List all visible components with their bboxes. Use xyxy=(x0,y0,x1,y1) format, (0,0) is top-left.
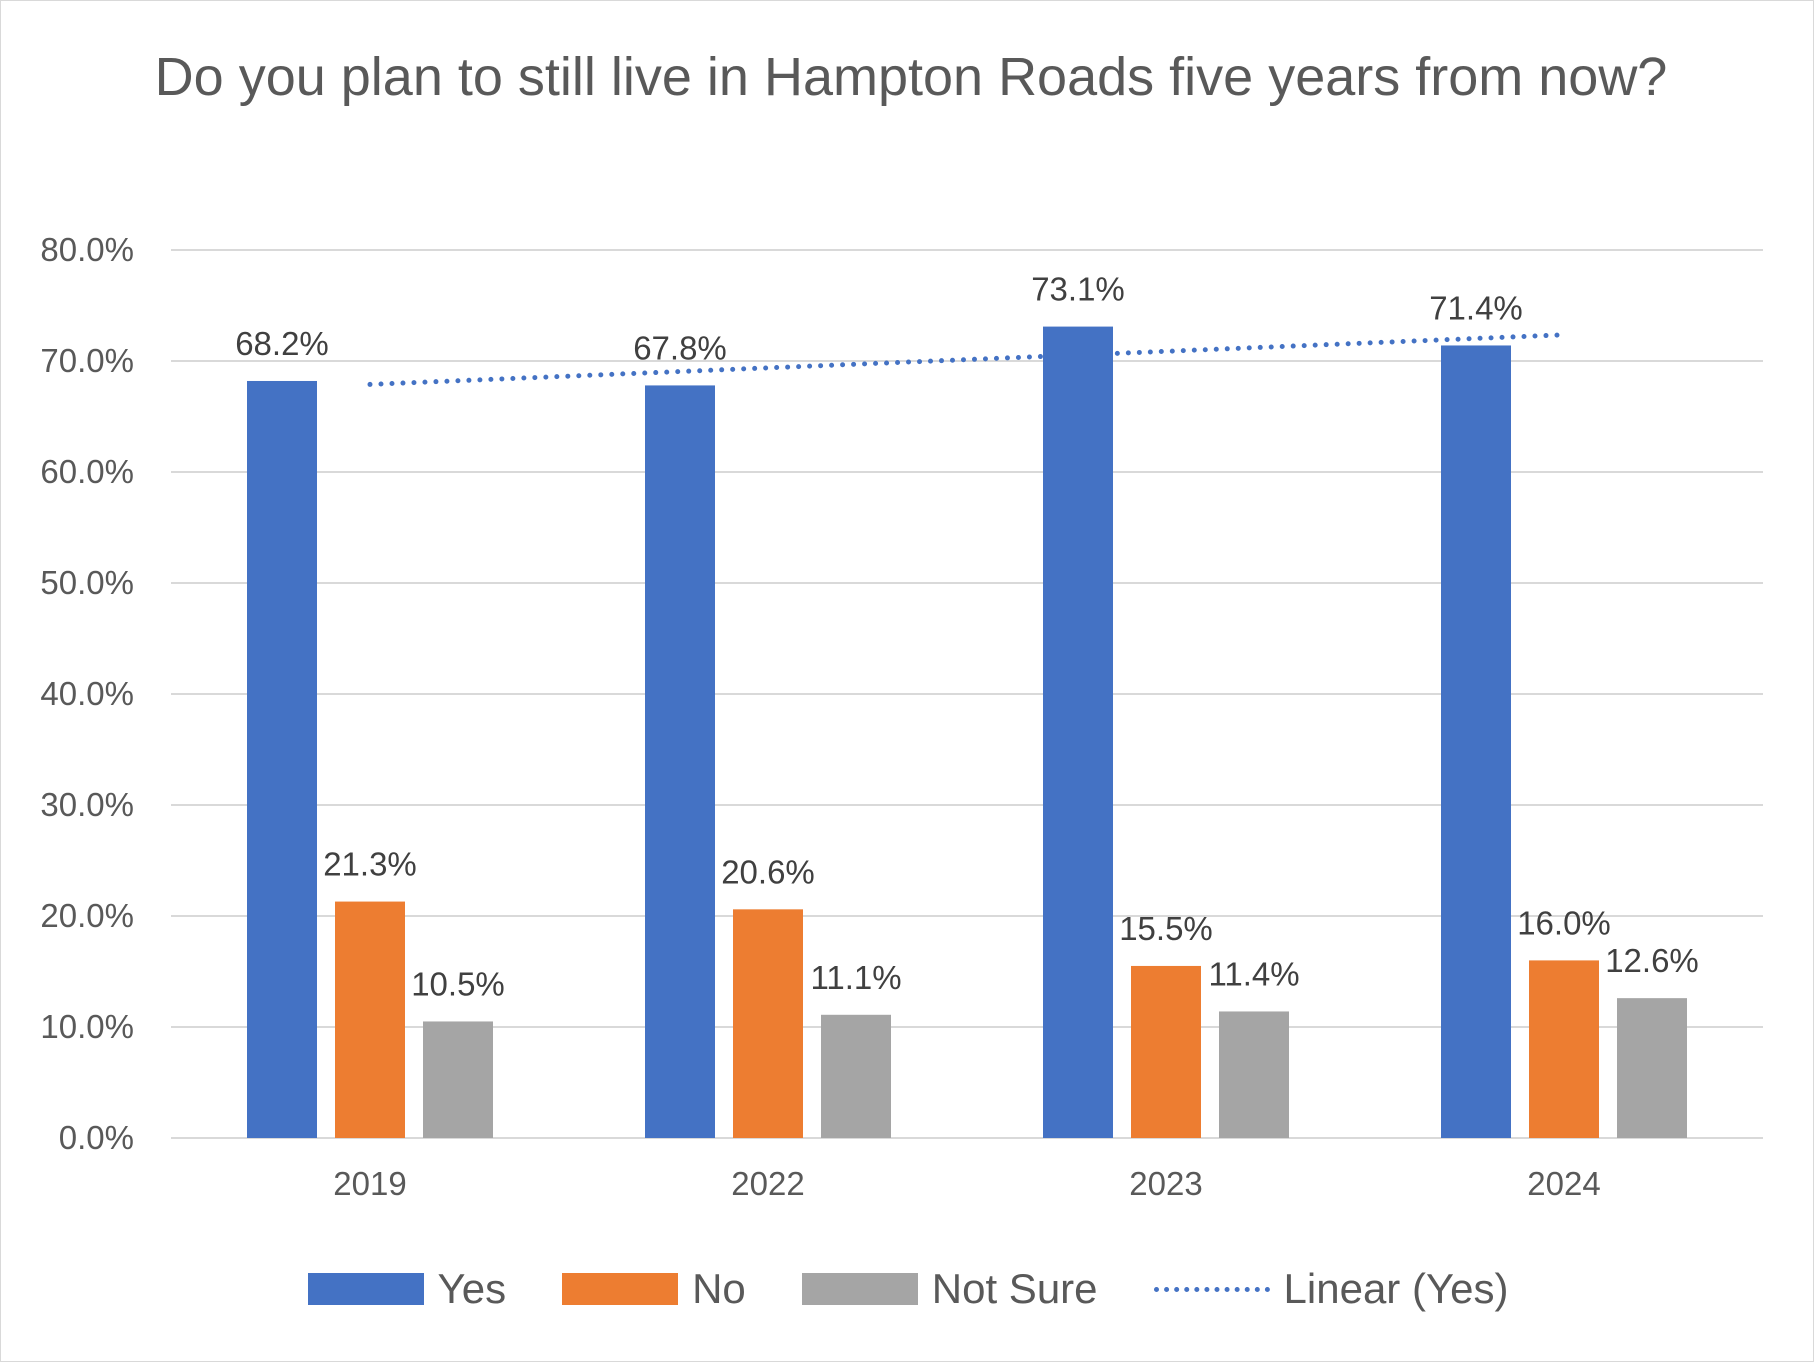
bar-yes xyxy=(1441,345,1511,1139)
x-axis-ticks: 2019 2022 2023 2024 xyxy=(333,1165,1600,1202)
data-label: 21.3% xyxy=(323,846,417,883)
data-label: 12.6% xyxy=(1605,942,1699,979)
x-tick-label: 2019 xyxy=(333,1165,406,1202)
trendline xyxy=(367,332,1567,387)
x-tick-label: 2023 xyxy=(1129,1165,1202,1202)
legend-label: Not Sure xyxy=(931,1265,1098,1312)
gridlines xyxy=(171,249,1763,1139)
bar-not-sure xyxy=(423,1021,493,1138)
bar-yes xyxy=(645,385,715,1138)
data-label: 11.4% xyxy=(1208,955,1299,992)
bar-not-sure xyxy=(1617,998,1687,1138)
bar-no xyxy=(1529,960,1599,1138)
data-label: 11.1% xyxy=(810,959,901,996)
legend-label: No xyxy=(692,1265,746,1312)
bar-no xyxy=(335,901,405,1138)
y-tick-label: 0.0% xyxy=(59,1119,134,1156)
data-label: 20.6% xyxy=(721,853,815,890)
legend-item: No xyxy=(562,1265,746,1313)
data-label: 68.2% xyxy=(235,325,329,362)
data-label: 67.8% xyxy=(633,329,727,366)
legend-swatch xyxy=(307,1273,424,1305)
legend-label: Linear (Yes) xyxy=(1283,1265,1509,1312)
bar-no xyxy=(1131,965,1201,1138)
bars xyxy=(247,326,1687,1139)
legend-item: Not Sure xyxy=(801,1265,1098,1313)
data-label: 16.0% xyxy=(1517,904,1611,941)
y-tick-label: 80.0% xyxy=(40,231,134,268)
chart-plot: 0.0% 10.0% 20.0% 30.0% 40.0% 50.0% 60.0% 70.0% 8… xyxy=(40,231,1763,1202)
data-labels: 68.2% 21.3% 10.5% 67.8% 20.6% 11.1% 73.1% 15.5%… xyxy=(235,271,1699,1003)
y-tick-label: 70.0% xyxy=(40,342,134,379)
legend-swatch xyxy=(1153,1286,1270,1292)
data-label: 10.5% xyxy=(411,965,505,1002)
legend-label: Yes xyxy=(437,1265,507,1312)
bar-not-sure xyxy=(821,1014,891,1138)
x-tick-label: 2024 xyxy=(1527,1165,1600,1202)
y-tick-label: 10.0% xyxy=(40,1008,134,1045)
data-label: 15.5% xyxy=(1119,910,1213,947)
bar-yes xyxy=(1043,326,1113,1139)
chart-title: Do you plan to still live in Hampton Roa… xyxy=(154,47,1668,107)
data-label: 73.1% xyxy=(1031,271,1125,308)
x-tick-label: 2022 xyxy=(731,1165,804,1202)
legend-item: Linear (Yes) xyxy=(1153,1265,1509,1313)
y-tick-label: 60.0% xyxy=(40,453,134,490)
bar-yes xyxy=(247,380,317,1139)
legend-swatch xyxy=(562,1273,679,1305)
y-tick-label: 20.0% xyxy=(40,897,134,934)
data-label: 71.4% xyxy=(1429,289,1523,326)
y-tick-label: 50.0% xyxy=(40,564,134,601)
legend: Yes No Not Sure Linear (Yes) xyxy=(1,1259,1814,1319)
legend-item: Yes xyxy=(307,1265,507,1313)
legend-swatch xyxy=(801,1273,918,1305)
y-tick-label: 30.0% xyxy=(40,786,134,823)
y-axis-ticks: 0.0% 10.0% 20.0% 30.0% 40.0% 50.0% 60.0% 70.0% 8… xyxy=(40,231,134,1156)
bar-no xyxy=(733,909,803,1138)
bar-not-sure xyxy=(1219,1011,1289,1138)
trendline-linear-yes xyxy=(367,332,1567,387)
y-tick-label: 40.0% xyxy=(40,675,134,712)
